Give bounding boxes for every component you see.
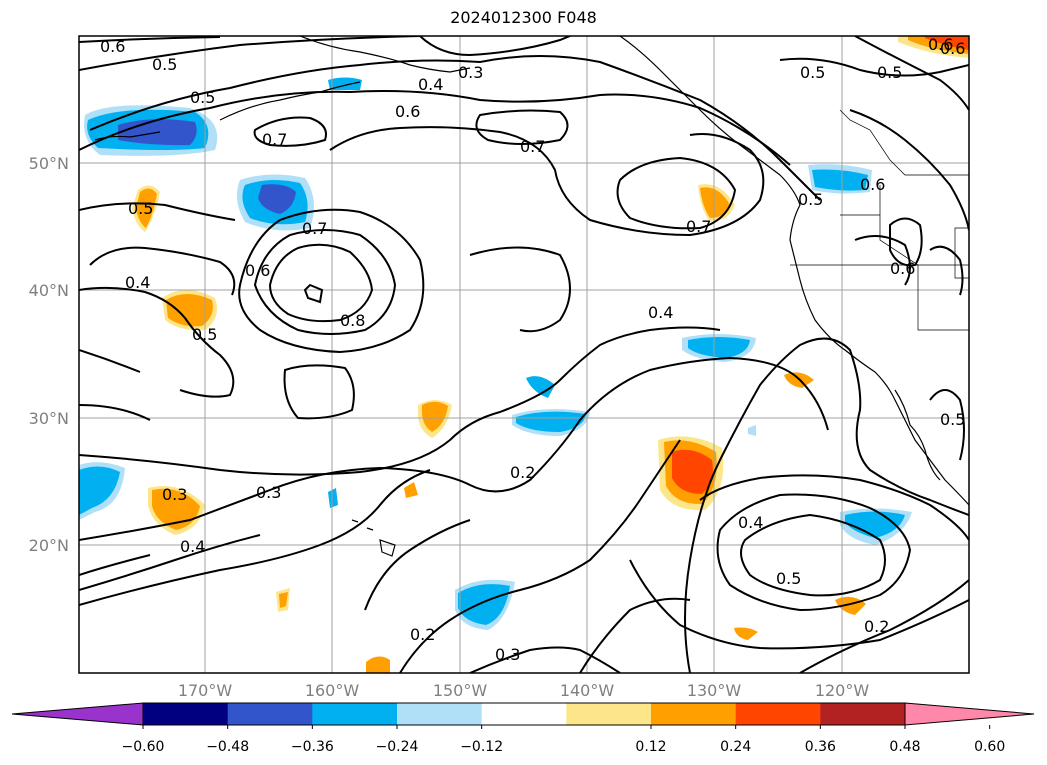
colorbar-tick-label: 0.36 [805,739,836,755]
contour-label: 0.3 [495,645,520,664]
lon-label: 170°W [178,681,233,700]
colorbar-tick-label: 0.12 [635,739,666,755]
lat-label: 30°N [29,409,69,428]
latitude-labels: 50°N 40°N 30°N 20°N [29,154,69,555]
colorbar-segment [820,703,906,725]
contour-label: 0.7 [262,130,287,149]
contour-label: 0.5 [800,63,825,82]
contour-label: 0.5 [190,88,215,107]
lon-label: 140°W [560,681,615,700]
contour-label: 0.7 [302,219,327,238]
contour-label: 0.5 [192,325,217,344]
lat-label: 40°N [29,281,69,300]
contour-label: 0.4 [125,273,150,292]
colorbar-tick-label: −0.48 [206,739,249,755]
colorbar-outline [142,702,906,726]
contour-label: 0.6 [940,39,965,58]
contour-label: 0.4 [180,537,205,556]
colorbar-tick-label: 0.24 [720,739,751,755]
colorbar-tick-label: −0.24 [376,739,419,755]
colorbar-segment [566,703,652,725]
colorbar-segment [227,703,313,725]
lon-label: 160°W [305,681,360,700]
colorbar-tick-label: −0.36 [291,739,334,755]
colorbar-tick-label: 0.48 [889,739,920,755]
contour-label: 0.8 [340,311,365,330]
contour-label: 0.3 [458,63,483,82]
coastlines [94,36,969,557]
colorbar-tick-label: −0.12 [460,739,503,755]
country-borders [790,109,969,331]
contour-label-group: 0.6 0.5 0.5 0.4 0.3 0.6 0.7 0.7 0.5 0.5 … [100,35,965,664]
colorbar-segment [143,703,229,725]
graticule [79,36,969,673]
lon-label: 120°W [815,681,870,700]
contour-label: 0.5 [776,569,801,588]
contour-label: 0.5 [798,190,823,209]
contour-label: 0.3 [162,485,187,504]
contour-label: 0.2 [510,463,535,482]
lon-label: 150°W [433,681,488,700]
colorbar-segment [651,703,737,725]
colorbar: −0.60 −0.48 −0.36 −0.24 −0.12 0.12 0.24 0.36 0.4… [11,702,1035,755]
contour-label: 0.4 [418,75,443,94]
contour-label: 0.5 [940,410,965,429]
contour-label: 0.3 [256,483,281,502]
colorbar-extend-min [11,702,144,726]
contour-label: 0.5 [128,199,153,218]
contour-label: 0.5 [877,63,902,82]
contour-label: 0.7 [686,217,711,236]
map-title: 2024012300 F048 [450,8,597,27]
colorbar-segment [312,703,398,725]
colorbar-tick-label: 0.60 [974,739,1005,755]
lat-label: 50°N [29,154,69,173]
colorbar-tick-label: −0.60 [122,739,165,755]
contour-label: 0.6 [245,261,270,280]
lat-label: 20°N [29,536,69,555]
colorbar-segment [481,703,567,725]
contour-label: 0.6 [928,35,953,54]
positive-anomaly-shading [132,36,969,673]
contour-label: 0.4 [738,513,763,532]
colorbar-extend-max [904,702,1035,726]
colorbar-segment [397,703,483,725]
contour-lines [79,36,969,673]
colorbar-segment [735,703,821,725]
lon-label: 130°W [687,681,742,700]
contour-label: 0.2 [864,617,889,636]
contour-label: 0.6 [395,102,420,121]
longitude-labels: 170°W 160°W 150°W 140°W 130°W 120°W [178,681,870,700]
contour-label: 0.5 [152,55,177,74]
contour-label: 0.6 [890,259,915,278]
contour-label: 0.2 [410,625,435,644]
contour-label: 0.6 [100,37,125,56]
contour-label: 0.6 [860,175,885,194]
map-frame [78,35,970,674]
contour-label: 0.4 [648,303,673,322]
contour-label: 0.7 [520,137,545,156]
